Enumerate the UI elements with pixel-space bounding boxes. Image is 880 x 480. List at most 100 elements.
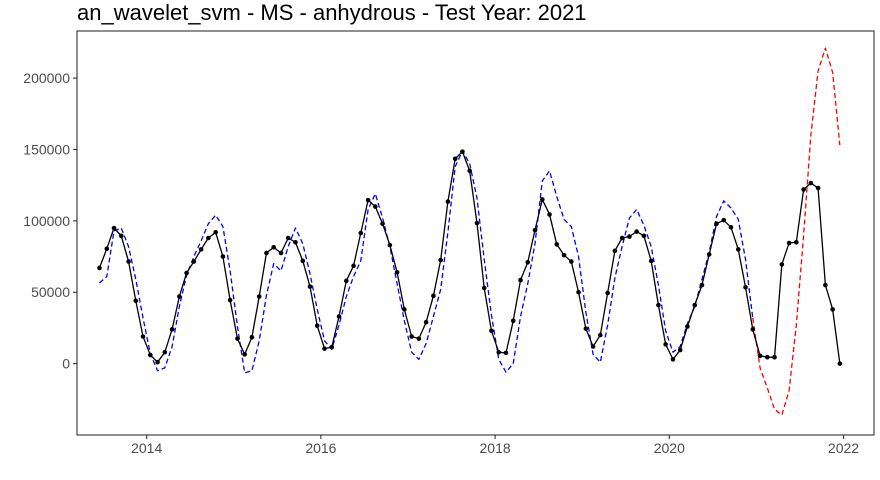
data-point xyxy=(344,278,349,284)
data-point xyxy=(256,294,262,299)
data-point xyxy=(97,265,102,271)
data-point xyxy=(663,342,668,347)
data-point xyxy=(576,289,581,295)
data-point xyxy=(285,235,291,241)
data-point xyxy=(104,246,110,252)
data-point xyxy=(307,284,313,289)
data-point xyxy=(815,185,821,191)
data-point xyxy=(293,239,298,245)
data-point xyxy=(438,257,443,263)
data-point xyxy=(140,334,146,339)
data-point xyxy=(423,319,429,325)
data-point xyxy=(801,187,806,192)
data-point xyxy=(532,227,538,233)
data-point xyxy=(598,332,603,338)
data-point xyxy=(837,361,843,366)
data-point xyxy=(750,327,756,332)
data-point xyxy=(271,244,276,250)
data-point xyxy=(757,353,763,359)
data-point xyxy=(489,328,494,334)
data-point xyxy=(467,168,472,174)
series-line-0 xyxy=(98,150,841,364)
series-layer xyxy=(97,47,843,416)
data-point xyxy=(823,282,828,288)
data-point xyxy=(133,298,139,304)
series-line-1 xyxy=(99,150,754,374)
data-point xyxy=(481,285,487,291)
axes: 0 50000 100000 150000 200000 2014 2016 2018 2020… xyxy=(23,30,875,456)
data-point xyxy=(699,282,705,288)
data-point xyxy=(619,235,625,241)
data-point xyxy=(431,293,436,299)
data-point xyxy=(206,235,211,241)
data-point xyxy=(162,349,168,355)
data-point xyxy=(794,239,799,245)
data-point xyxy=(314,323,320,329)
data-point xyxy=(735,247,741,252)
data-point xyxy=(656,302,661,308)
data-point xyxy=(155,359,160,365)
data-point xyxy=(569,259,574,264)
data-point xyxy=(242,352,247,357)
data-point xyxy=(540,197,545,202)
data-point xyxy=(692,302,698,308)
data-point xyxy=(496,349,502,355)
y-tick-label: 150000 xyxy=(23,141,70,157)
data-point xyxy=(387,242,393,248)
data-point xyxy=(685,324,690,329)
data-point xyxy=(358,230,364,236)
data-point xyxy=(402,307,407,312)
data-point xyxy=(365,197,371,203)
data-point xyxy=(278,250,284,256)
data-point xyxy=(300,258,306,264)
data-point xyxy=(213,229,218,235)
data-point xyxy=(554,242,560,247)
data-point xyxy=(111,225,117,231)
data-point xyxy=(220,254,226,259)
data-point xyxy=(445,199,451,204)
data-point xyxy=(169,327,175,332)
data-point xyxy=(627,234,632,239)
data-point xyxy=(394,269,400,275)
x-tick-label: 2022 xyxy=(828,440,859,456)
data-point xyxy=(126,259,131,264)
data-point xyxy=(764,354,770,360)
data-point xyxy=(634,229,639,234)
data-point xyxy=(561,252,567,258)
data-point xyxy=(452,156,458,162)
data-point xyxy=(547,212,552,217)
data-point xyxy=(227,297,233,303)
data-point xyxy=(184,270,189,276)
data-point xyxy=(503,350,509,356)
data-point xyxy=(641,233,647,239)
y-tick-label: 200000 xyxy=(23,70,70,86)
data-point xyxy=(409,334,414,339)
data-point xyxy=(830,307,835,312)
data-point xyxy=(336,314,342,319)
y-tick-label: 100000 xyxy=(23,213,70,229)
y-tick-label: 50000 xyxy=(31,284,70,300)
data-point xyxy=(249,334,255,340)
data-point xyxy=(670,357,676,362)
chart-title: an_wavelet_svm - MS - anhydrous - Test Y… xyxy=(77,0,587,25)
data-point xyxy=(772,354,777,360)
data-point xyxy=(264,250,269,256)
data-point xyxy=(460,149,465,154)
y-tick-label: 0 xyxy=(62,356,70,372)
data-point xyxy=(351,263,356,269)
data-point xyxy=(198,247,204,252)
data-point xyxy=(743,284,748,290)
data-point xyxy=(380,221,385,227)
data-point xyxy=(235,336,240,341)
data-point xyxy=(322,346,327,351)
data-point xyxy=(590,344,596,349)
x-tick-label: 2020 xyxy=(654,440,685,456)
x-tick-label: 2014 xyxy=(131,440,162,456)
data-point xyxy=(779,262,785,267)
data-point xyxy=(648,258,654,264)
data-point xyxy=(525,259,531,265)
data-point xyxy=(191,259,197,264)
data-point xyxy=(518,277,523,283)
data-point xyxy=(177,294,182,299)
